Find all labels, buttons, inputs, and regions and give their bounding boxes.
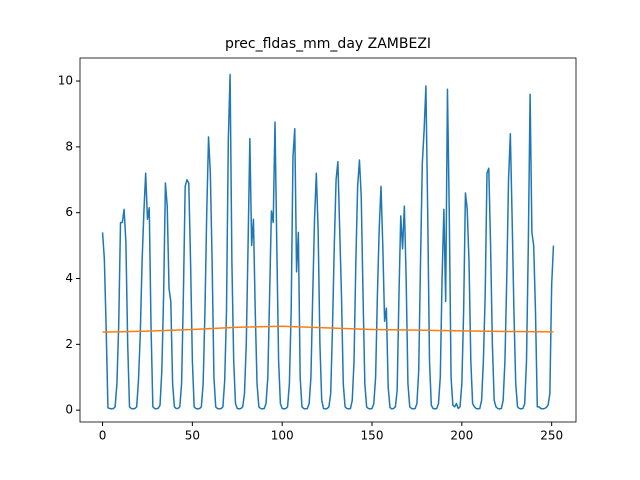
y-tick-label: 10 [58,74,73,88]
plot-frame [79,57,577,423]
y-tick-label: 6 [65,205,73,219]
y-tick-label: 0 [65,403,73,417]
line [101,73,555,410]
y-tick-label: 8 [65,139,73,153]
y-tick-label: 2 [65,337,73,351]
x-tick-label: 200 [450,429,473,443]
chart-title: prec_fldas_mm_day ZAMBEZI [225,36,431,52]
x-tick-label: 100 [271,429,294,443]
y-tick-label: 4 [65,271,73,285]
x-tick-label: 0 [99,429,107,443]
x-tick-label: 150 [361,429,384,443]
x-tick-label: 50 [185,429,200,443]
line [102,325,554,333]
x-tick-label: 250 [540,429,563,443]
